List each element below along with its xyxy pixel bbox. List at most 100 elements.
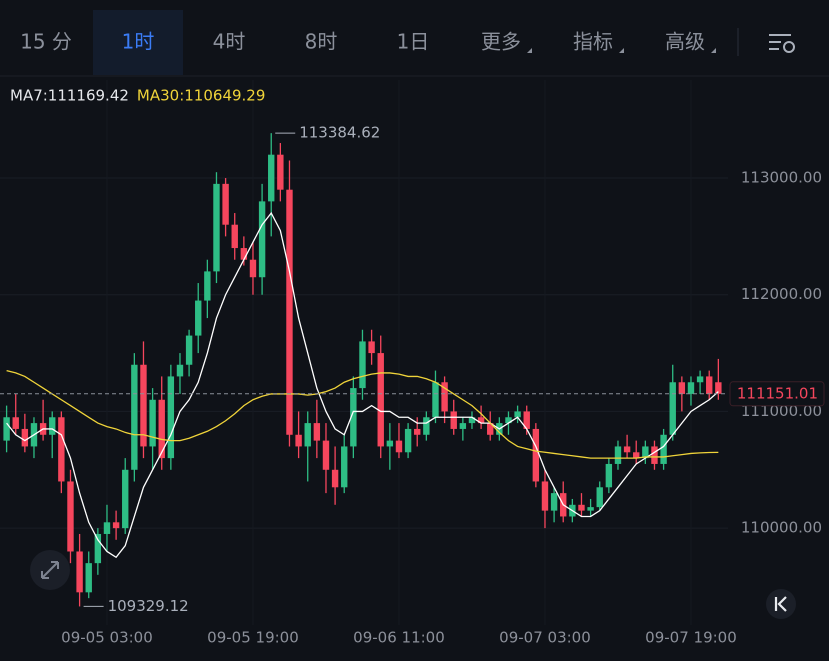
timeframe-tabs: 15 分 1时 4时 8时 1日 更多 指标 高级 <box>20 10 716 75</box>
candle-body <box>450 411 457 429</box>
tab[interactable]: 更多 <box>481 30 521 54</box>
tab[interactable]: 1日 <box>397 30 430 54</box>
candle-body <box>487 423 494 435</box>
annotation-label: 113384.62 <box>299 124 380 142</box>
candle-body <box>441 382 448 412</box>
candle-body <box>633 452 640 459</box>
candle-body <box>176 364 184 377</box>
x-tick-label: 09-06 11:00 <box>353 629 445 647</box>
candle-body <box>195 300 202 336</box>
candle-body <box>541 481 549 511</box>
candle-body <box>85 563 92 593</box>
y-tick-label: 112000.00 <box>741 285 822 303</box>
candle-body <box>76 551 83 593</box>
candle-body <box>404 428 412 453</box>
candle-body <box>623 446 631 453</box>
x-tick-label: 09-05 19:00 <box>207 629 299 647</box>
candle-body <box>423 417 430 435</box>
candle-body <box>222 183 229 225</box>
dropdown-caret <box>711 48 716 53</box>
candle-body <box>331 469 339 488</box>
candle-body <box>122 469 129 529</box>
y-tick-label: 111000.00 <box>741 402 822 420</box>
candle-body <box>687 382 695 394</box>
candle-body <box>386 440 394 447</box>
candle-body <box>3 417 10 441</box>
candle-body <box>268 154 275 202</box>
candle-body <box>514 411 521 418</box>
tab[interactable]: 指标 <box>573 30 613 54</box>
candle-body <box>94 533 102 564</box>
candle-body <box>185 335 193 365</box>
plot <box>0 133 728 607</box>
y-tick-label: 110000.00 <box>741 519 822 537</box>
candle-body <box>660 434 667 464</box>
candle-body <box>112 522 120 529</box>
candle-body <box>523 411 530 429</box>
legend-entry: MA30:110649.29 <box>137 87 265 105</box>
candle-body <box>286 189 293 435</box>
x-tick-label: 09-07 03:00 <box>499 629 591 647</box>
candle-body <box>295 434 302 447</box>
candle-body <box>505 417 512 424</box>
labels: MA7:111169.42 MA30:110649.29 110000.00 1110… <box>10 87 825 647</box>
candle-body <box>432 382 439 418</box>
candle-body <box>651 446 658 464</box>
candle-body <box>368 341 375 354</box>
candle-body <box>204 271 211 301</box>
candle-body <box>313 423 321 441</box>
zoom-button[interactable] <box>30 550 70 590</box>
tab[interactable]: 4时 <box>213 30 246 54</box>
candle-body <box>669 382 676 435</box>
candle-body <box>67 481 74 552</box>
candle-body <box>158 399 165 459</box>
last-price-box <box>729 381 825 407</box>
candle-body <box>395 440 403 453</box>
candle-body <box>304 423 311 447</box>
tab[interactable]: 8时 <box>305 30 338 54</box>
candle-body <box>414 428 421 435</box>
zoom-arrows <box>41 561 59 579</box>
candle-body <box>213 183 220 272</box>
icon-gear <box>783 41 795 53</box>
candle-body <box>359 341 366 389</box>
candle-body <box>614 446 622 464</box>
candle-body <box>21 428 29 447</box>
candle-body <box>477 417 485 424</box>
candle-body <box>140 364 147 447</box>
candle-body <box>167 376 175 459</box>
candle-body <box>587 507 594 511</box>
tab[interactable]: 15 分 <box>20 30 72 54</box>
candle-body <box>341 446 348 488</box>
candle-body <box>12 417 19 429</box>
settings-icon[interactable] <box>769 34 795 53</box>
tab[interactable]: 高级 <box>665 30 705 54</box>
annotation-label: 109329.12 <box>108 597 189 615</box>
candle-body <box>258 201 266 278</box>
candle-body <box>596 487 603 508</box>
back-button[interactable] <box>766 589 796 619</box>
candle-body <box>240 248 248 260</box>
candle-body <box>350 388 357 447</box>
candle-body <box>578 504 585 511</box>
candle-body <box>103 522 111 534</box>
active-tab-bg <box>93 10 183 75</box>
candle-body <box>149 399 156 447</box>
candle-body <box>277 154 284 190</box>
candle-body <box>678 382 686 394</box>
candle-body <box>377 353 384 447</box>
tab[interactable]: 1时 <box>122 30 155 54</box>
candle-body <box>532 428 540 482</box>
candle-body <box>459 423 467 429</box>
candle-body <box>131 364 138 470</box>
candle-body <box>550 493 558 511</box>
x-tick-label: 09-05 03:00 <box>61 629 153 647</box>
back-arrow <box>774 596 787 612</box>
back-circle <box>766 589 796 619</box>
candle-body <box>715 382 722 394</box>
candle-body <box>322 440 330 470</box>
candle-body <box>605 463 613 488</box>
candle-body <box>49 417 56 435</box>
